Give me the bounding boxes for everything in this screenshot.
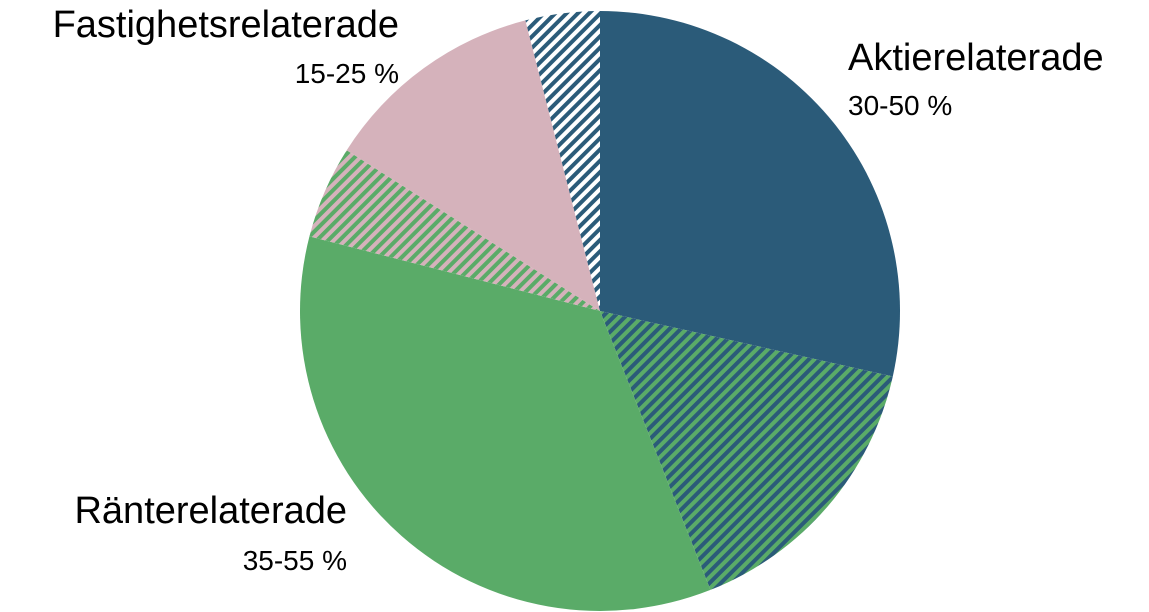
range-ranterelaterade: 35-55 % (243, 545, 347, 576)
pie-slice-4 (309, 150, 600, 311)
pie-slices (300, 10, 901, 611)
pie-slice-2 (600, 311, 893, 590)
label-fastighetsrelaterade: Fastighetsrelaterade (53, 4, 399, 46)
range-fastighetsrelaterade: 15-25 % (295, 58, 399, 89)
pie-slice-3 (300, 236, 711, 611)
pie-slice-5 (346, 20, 600, 312)
label-aktierelaterade: Aktierelaterade (848, 37, 1104, 79)
range-aktierelaterade: 30-50 % (848, 90, 952, 121)
pie-slice-6 (525, 11, 600, 311)
pie-slice-1 (600, 10, 901, 377)
label-ranterelaterade: Ränterelaterade (74, 490, 347, 532)
